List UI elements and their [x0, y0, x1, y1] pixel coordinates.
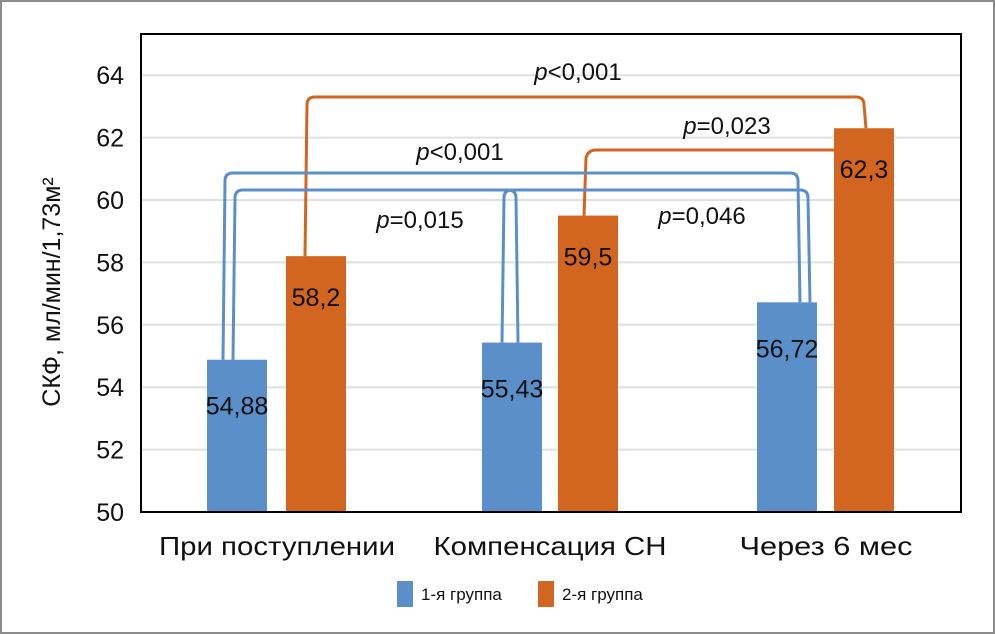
- data-label: 55,43: [481, 376, 544, 404]
- data-label: 56,72: [756, 335, 819, 363]
- bracket-group2-admission-6mo: [303, 95, 868, 257]
- bracket-group1-admission-6mo: [221, 171, 802, 360]
- x-category-label: Компенсация СН: [434, 531, 667, 561]
- legend-swatch: [538, 581, 554, 607]
- p-value-label: p<0,001: [533, 59, 621, 86]
- bar-1-1: [207, 359, 267, 512]
- y-tick-label: 54: [96, 374, 124, 402]
- legend-label: 2-я группа: [562, 585, 643, 604]
- y-tick-label: 62: [96, 125, 124, 153]
- y-tick-label: 56: [96, 312, 124, 340]
- y-tick-label: 64: [96, 62, 124, 90]
- data-label: 54,88: [206, 393, 269, 421]
- x-category-label: При поступлении: [159, 531, 395, 561]
- data-label: 62,3: [840, 156, 889, 184]
- bar-1-3: [757, 302, 817, 512]
- y-axis-label: СКФ, мл/мин/1,73м²: [38, 177, 66, 406]
- legend-label: 1-я группа: [421, 585, 502, 604]
- bar-2-1: [286, 256, 346, 512]
- bar-2-2: [558, 215, 618, 512]
- bar-1-2: [482, 342, 542, 512]
- y-tick-label: 50: [96, 499, 124, 527]
- bracket-group2-compensation-6mo: [582, 148, 834, 216]
- y-tick-label: 60: [96, 187, 124, 215]
- bracket-group1-compensation-6mo: [500, 188, 812, 343]
- bar-2-3: [834, 128, 894, 513]
- p-value-label: p=0,046: [657, 203, 745, 230]
- data-label: 59,5: [564, 244, 613, 272]
- p-value-label: p<0,001: [415, 139, 503, 166]
- x-category-label: Через 6 мес: [740, 531, 913, 561]
- bracket-group1-admission-compensation: [231, 188, 520, 360]
- legend-swatch: [397, 581, 413, 607]
- plot-border: [140, 33, 962, 513]
- data-label: 58,2: [292, 284, 341, 312]
- p-value-label: p=0,023: [682, 113, 770, 140]
- y-tick-label: 52: [96, 437, 124, 465]
- p-value-label: p=0,015: [375, 207, 463, 234]
- y-tick-label: 58: [96, 249, 124, 277]
